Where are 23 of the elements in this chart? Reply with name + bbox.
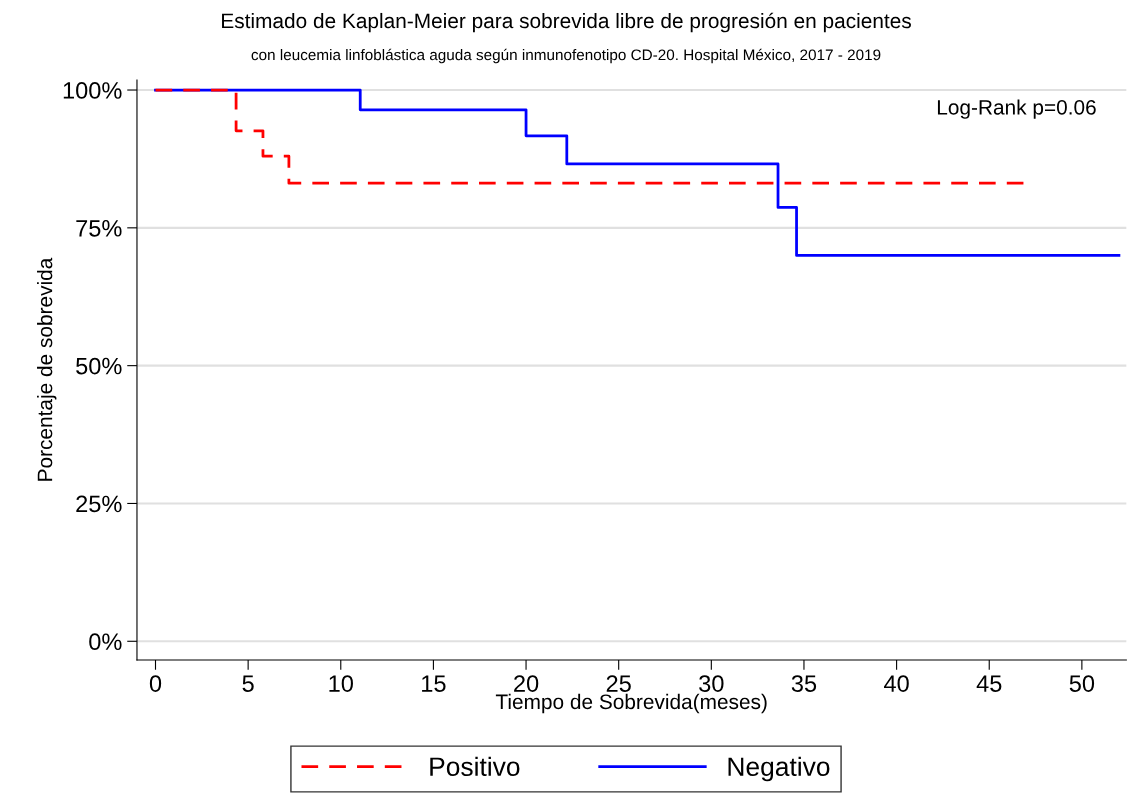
x-tick-label: 5 xyxy=(242,675,254,692)
x-tick-label: 50 xyxy=(1069,675,1095,692)
legend-label: Positivo xyxy=(430,756,520,777)
x-tick-label: 0 xyxy=(149,675,162,692)
x-tick-label: 25 xyxy=(606,675,631,692)
x-tick-label: 20 xyxy=(514,675,539,692)
y-axis-title: Porcentaje de sobrevida xyxy=(37,257,57,481)
x-tick-label: 15 xyxy=(422,675,446,692)
y-tick-label: 75% xyxy=(76,220,122,237)
chart-subtitle: con leucemia linfoblástica aguda según inmunofenotipo CD-20. Hospital México, 2017 - 2019 xyxy=(251,48,881,64)
x-tick-label: 45 xyxy=(976,675,1002,692)
y-tick-label: 50% xyxy=(76,357,122,375)
x-tick-label: 35 xyxy=(791,675,817,692)
x-tick-label: 10 xyxy=(329,675,353,692)
legend-label: Negativo xyxy=(728,756,830,782)
x-tick-label: 30 xyxy=(699,675,724,692)
chart-title: Estimado de Kaplan-Meier para sobrevida libre de progresión en pacientes xyxy=(222,12,911,33)
x-tick-label: 40 xyxy=(884,675,909,692)
y-tick-label: 0% xyxy=(89,633,122,651)
annotation: Log-Rank p=0.06 xyxy=(937,99,1096,119)
y-tick-label: 25% xyxy=(76,495,122,513)
x-axis-title: Tiempo de Sobrevida(meses) xyxy=(495,693,767,714)
y-tick-label: 100% xyxy=(63,82,122,99)
